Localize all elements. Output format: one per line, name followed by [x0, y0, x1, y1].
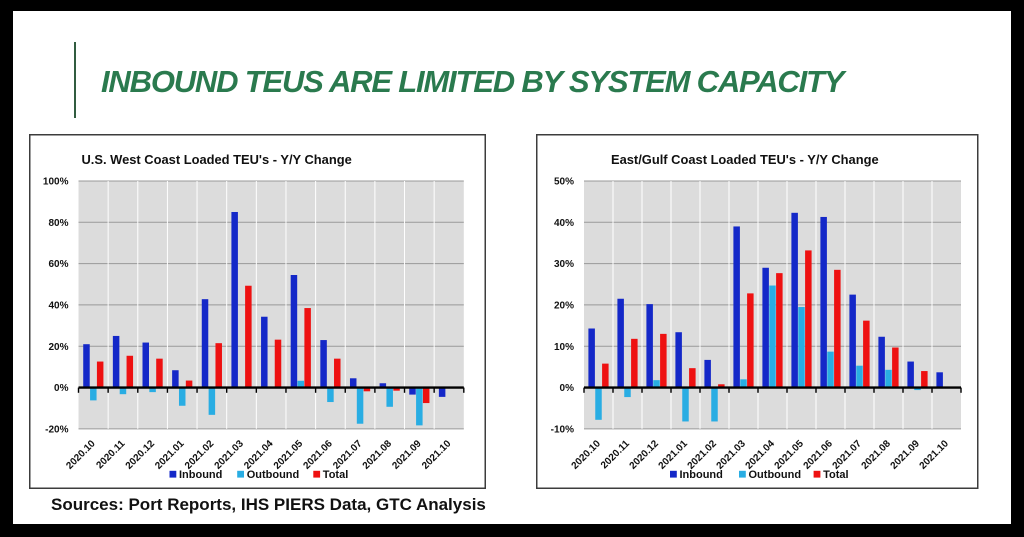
svg-text:East/Gulf Coast Loaded TEU's -: East/Gulf Coast Loaded TEU's - Y/Y Chang…: [611, 152, 879, 167]
svg-text:-20%: -20%: [45, 425, 68, 436]
svg-text:-10%: -10%: [551, 425, 574, 436]
svg-text:Total: Total: [823, 469, 848, 481]
svg-text:20%: 20%: [48, 342, 68, 353]
svg-text:Total: Total: [322, 469, 347, 481]
svg-text:Outbound: Outbound: [749, 469, 802, 481]
svg-text:50%: 50%: [554, 177, 574, 188]
svg-text:40%: 40%: [554, 218, 574, 229]
svg-text:20%: 20%: [554, 301, 574, 312]
svg-text:100%: 100%: [42, 177, 68, 188]
svg-text:U.S. West Coast Loaded TEU's -: U.S. West Coast Loaded TEU's - Y/Y Chang…: [81, 152, 351, 167]
svg-text:Outbound: Outbound: [246, 469, 299, 481]
svg-text:Inbound: Inbound: [680, 469, 723, 481]
svg-text:40%: 40%: [48, 301, 68, 312]
svg-text:Inbound: Inbound: [179, 469, 222, 481]
svg-text:60%: 60%: [48, 259, 68, 270]
svg-text:0%: 0%: [560, 383, 575, 394]
svg-text:0%: 0%: [54, 383, 69, 394]
svg-text:80%: 80%: [48, 218, 68, 229]
svg-text:10%: 10%: [554, 342, 574, 353]
svg-text:30%: 30%: [554, 259, 574, 270]
